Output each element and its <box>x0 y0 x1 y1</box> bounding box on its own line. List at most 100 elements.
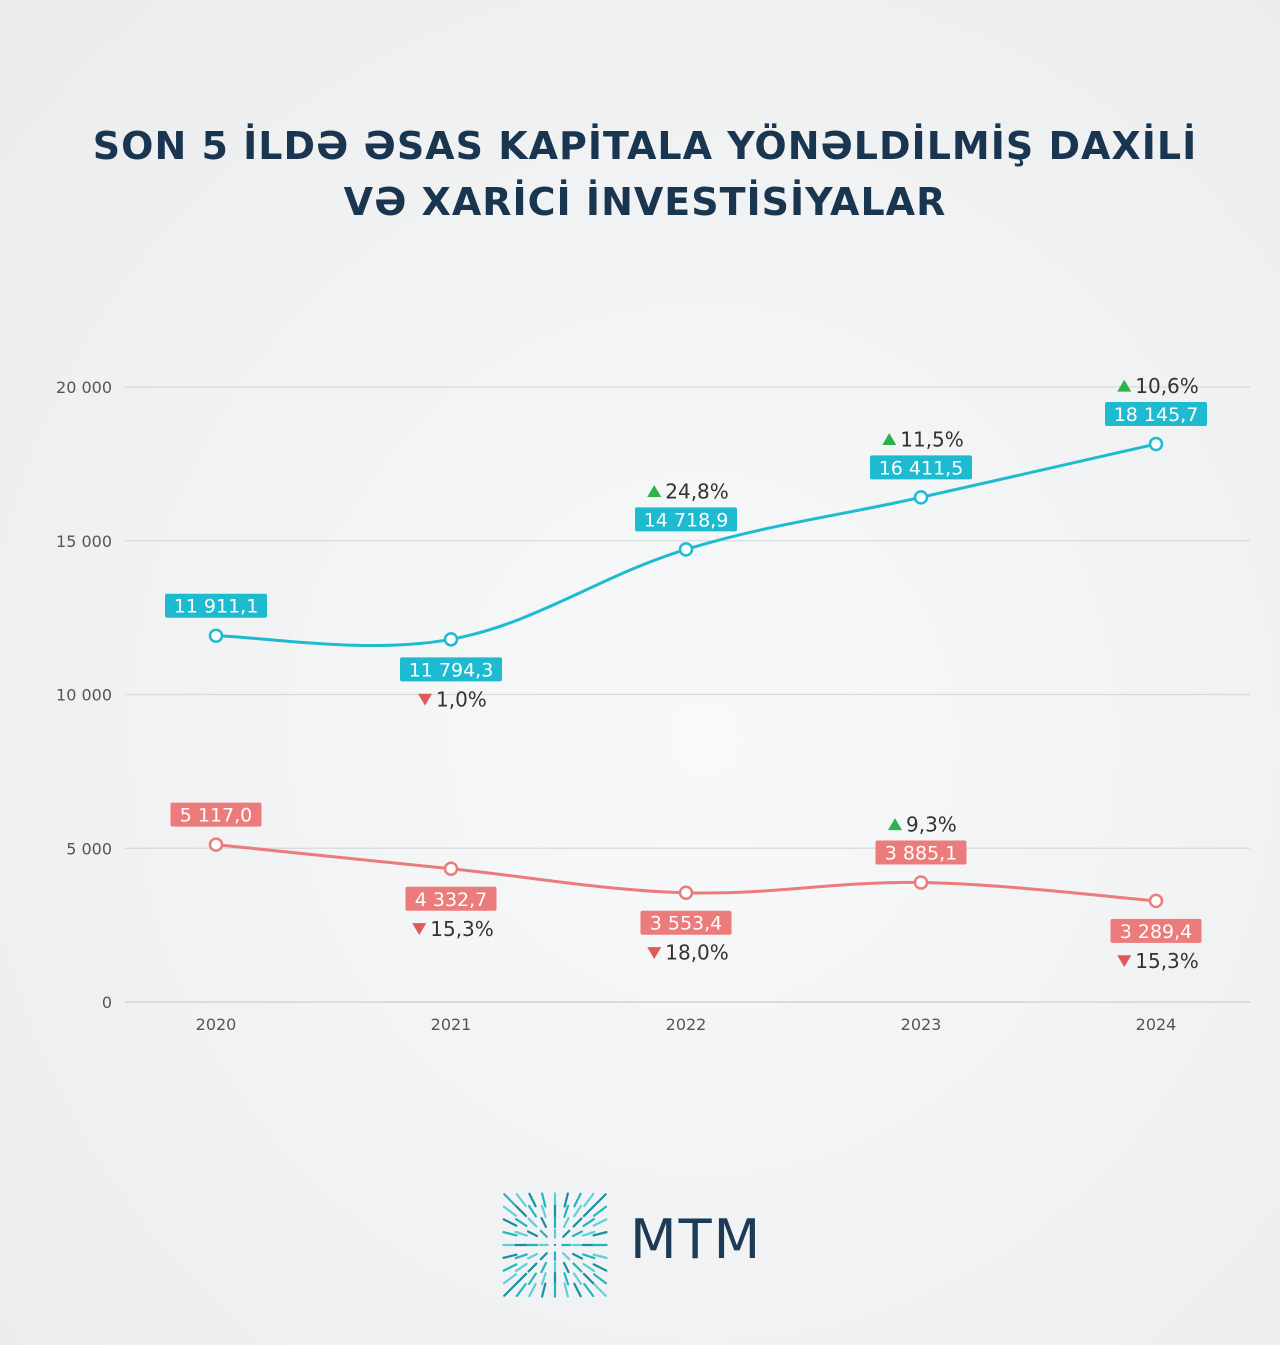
logo-dash <box>541 1192 547 1208</box>
data-point <box>913 875 929 890</box>
logo-dash <box>592 1273 608 1285</box>
logo-dash <box>582 1217 596 1228</box>
change-label: 1,0% <box>436 687 487 711</box>
chart-title: SON 5 İLDƏ ƏSAS KAPİTALA YÖNƏLDİLMİŞ DAX… <box>92 124 1198 224</box>
y-tick-label: 10 000 <box>56 686 112 705</box>
logo-dash <box>573 1282 582 1298</box>
y-tick-label: 20 000 <box>56 378 112 397</box>
data-point <box>208 837 224 852</box>
logo-dash <box>515 1205 528 1218</box>
value-label: 16 411,5 <box>879 457 964 479</box>
data-point <box>913 490 929 505</box>
logo-dash <box>502 1218 518 1227</box>
value-label: 5 117,0 <box>180 805 253 827</box>
data-point <box>678 542 694 557</box>
logo-dash <box>582 1262 596 1273</box>
down-arrow-icon <box>418 693 432 706</box>
y-tick-label: 15 000 <box>56 532 112 551</box>
logo-dash <box>503 1193 517 1207</box>
value-label-bg <box>640 910 732 935</box>
down-arrow-icon <box>412 923 427 936</box>
value-label: 11 794,3 <box>409 659 494 681</box>
data-point <box>1148 436 1164 452</box>
logo-dash <box>572 1204 583 1218</box>
logo-dash <box>563 1192 569 1208</box>
logo-dash <box>593 1193 607 1207</box>
x-tick-label: 2023 <box>901 1015 942 1034</box>
logo-dash <box>572 1262 583 1273</box>
logo-dash <box>502 1231 518 1237</box>
value-label-bg <box>405 886 497 911</box>
logo-dash <box>592 1231 608 1237</box>
logo-dash <box>540 1272 547 1286</box>
value-label-bg <box>875 840 967 865</box>
change-label: 9,3% <box>906 813 957 837</box>
logo-dash <box>527 1262 538 1273</box>
logo-dash <box>514 1230 528 1237</box>
logo-dash <box>514 1262 528 1273</box>
up-arrow-icon <box>647 485 662 497</box>
logo-dash <box>502 1263 518 1272</box>
change-label: 18,0% <box>665 941 729 965</box>
change-label: 15,3% <box>430 917 494 941</box>
value-label-bg <box>1110 918 1202 943</box>
change-label: 11,5% <box>900 427 964 451</box>
y-tick-label: 5 000 <box>66 839 112 858</box>
logo-dash <box>540 1261 548 1274</box>
logo-dash <box>527 1204 538 1218</box>
data-point <box>1148 893 1164 909</box>
value-label-bg <box>165 593 267 618</box>
logo-dash <box>592 1218 608 1227</box>
logo-dash <box>528 1282 537 1298</box>
value-label: 3 553,4 <box>650 913 723 935</box>
value-label-bg <box>870 455 972 480</box>
logo-dash <box>502 1273 518 1285</box>
logo-dash <box>563 1272 570 1286</box>
logo-dash <box>582 1205 595 1218</box>
logo-dash <box>539 1229 548 1238</box>
change-label: 24,8% <box>665 479 729 503</box>
value-label: 14 718,9 <box>644 509 729 531</box>
logo-dash <box>562 1252 571 1261</box>
logo-dash <box>582 1253 596 1260</box>
down-arrow-icon <box>647 947 662 960</box>
up-arrow-icon <box>888 818 902 831</box>
logo-dash <box>526 1252 539 1260</box>
logo-dash <box>592 1253 608 1259</box>
logo-dash <box>528 1192 537 1208</box>
logo-dash <box>562 1229 571 1238</box>
logo-dash <box>515 1282 527 1298</box>
value-label-bg <box>400 657 502 682</box>
logo-dash <box>527 1272 538 1286</box>
logo-dash <box>526 1230 539 1238</box>
logo-dash <box>562 1261 570 1274</box>
logo-dash <box>539 1252 548 1261</box>
logo-dash <box>583 1282 595 1298</box>
logo-dash <box>572 1272 583 1286</box>
x-tick-label: 2024 <box>1136 1015 1177 1034</box>
value-label: 11 911,1 <box>174 596 259 618</box>
logo-dash <box>571 1252 584 1260</box>
logo-dash <box>592 1263 608 1272</box>
logo-dash <box>503 1283 517 1297</box>
logo-dash <box>592 1205 608 1217</box>
x-tick-label: 2021 <box>431 1015 472 1034</box>
up-arrow-icon <box>1117 379 1132 392</box>
y-tick-label: 0 <box>102 993 112 1012</box>
change-label: 15,3% <box>1135 949 1199 973</box>
value-label-bg <box>635 507 737 532</box>
logo-dash <box>572 1217 583 1228</box>
value-label-bg <box>1105 402 1207 427</box>
value-label: 4 332,7 <box>415 889 488 911</box>
logo-dash <box>540 1216 548 1229</box>
change-label: 10,6% <box>1135 374 1199 398</box>
logo-dash <box>562 1216 570 1229</box>
up-arrow-icon <box>882 433 897 445</box>
mtm-logo: MTM <box>500 1190 800 1300</box>
logo-dash <box>514 1217 528 1228</box>
logo-dash <box>593 1283 607 1297</box>
value-label-bg <box>170 802 262 827</box>
logo-dash <box>502 1205 518 1217</box>
logo-dash <box>563 1204 570 1218</box>
